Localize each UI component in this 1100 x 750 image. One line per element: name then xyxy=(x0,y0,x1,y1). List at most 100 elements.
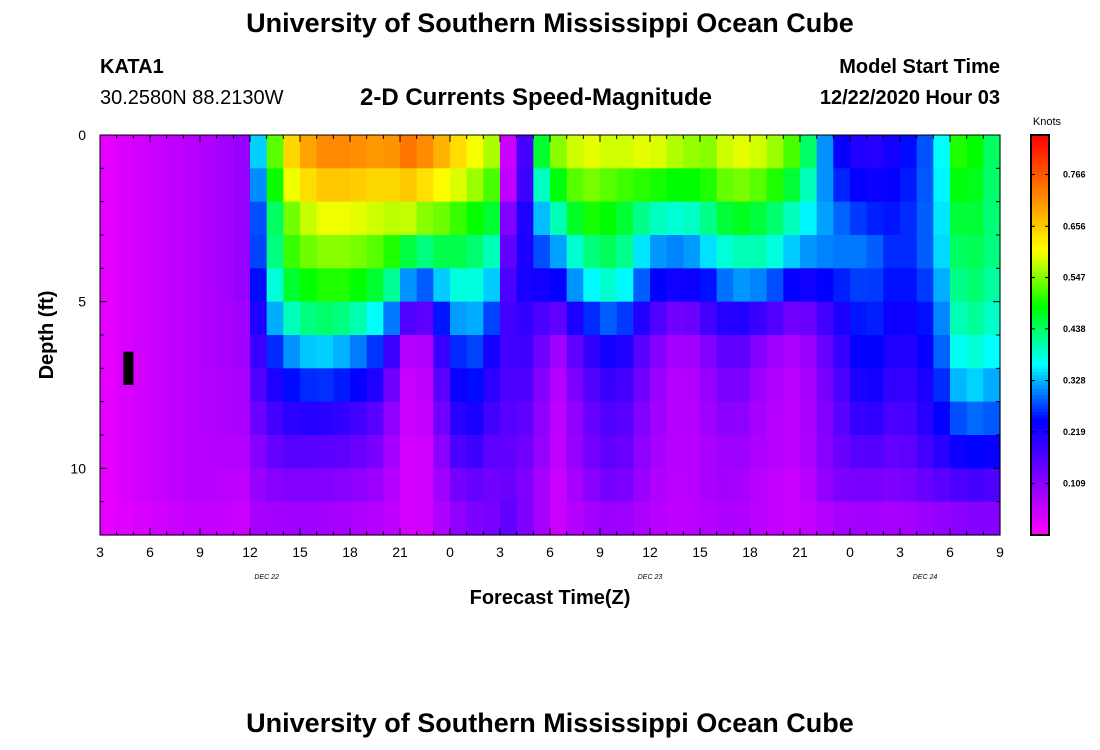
heatmap-cell xyxy=(716,401,734,436)
heatmap-cell xyxy=(416,335,434,369)
heatmap-cell xyxy=(600,335,618,369)
heatmap-cell xyxy=(250,368,268,403)
colorbar-segment xyxy=(1031,201,1049,206)
heatmap-cell xyxy=(166,168,184,203)
heatmap-cell xyxy=(466,201,484,236)
heatmap-cell xyxy=(883,335,901,369)
colorbar-segment xyxy=(1031,461,1049,466)
colorbar-frame xyxy=(1030,134,1050,536)
heatmap-cell xyxy=(250,501,268,536)
heatmap-cell xyxy=(566,368,584,403)
heatmap-cell xyxy=(583,368,601,403)
heatmap-cell xyxy=(116,235,134,269)
colorbar-segment xyxy=(1031,311,1049,316)
heatmap-cell xyxy=(883,268,901,303)
colorbar-segment xyxy=(1031,515,1049,519)
heatmap-cell xyxy=(166,201,184,236)
colorbar-segment xyxy=(1031,398,1049,403)
heatmap-cell xyxy=(600,435,618,469)
heatmap-cell xyxy=(450,135,468,169)
heatmap-cell xyxy=(450,468,468,503)
heatmap-cell xyxy=(233,435,251,469)
heatmap-cell xyxy=(300,235,318,269)
colorbar-segment xyxy=(1031,351,1049,356)
colorbar-segment xyxy=(1031,511,1049,516)
colorbar-segment xyxy=(1031,178,1049,183)
heatmap-cell xyxy=(200,301,218,336)
colorbar-segment xyxy=(1031,411,1049,416)
heatmap-cell xyxy=(283,435,301,469)
heatmap-cell xyxy=(516,401,534,436)
heatmap-cell xyxy=(683,135,701,169)
x-tick-label: 21 xyxy=(792,544,808,560)
heatmap-cell xyxy=(900,301,918,336)
heatmap-cell xyxy=(383,335,401,369)
date-label: DEC 22 xyxy=(254,574,279,581)
heatmap-cell xyxy=(183,201,201,236)
heatmap-cell xyxy=(216,268,234,303)
heatmap-cell xyxy=(700,368,718,403)
heatmap-cell xyxy=(633,401,651,436)
heatmap-cell xyxy=(200,268,218,303)
colorbar-segment xyxy=(1031,405,1049,409)
heatmap-cell xyxy=(533,468,551,503)
heatmap-cell xyxy=(500,435,518,469)
heatmap-cell xyxy=(700,168,718,203)
heatmap-cell xyxy=(916,401,934,436)
heatmap-cell xyxy=(550,201,568,236)
heatmap-cell xyxy=(666,201,684,236)
heatmap-cell xyxy=(816,468,834,503)
heatmap-cell xyxy=(466,435,484,469)
heatmap-cell xyxy=(583,501,601,536)
heatmap-cell xyxy=(133,201,151,236)
heatmap-cell xyxy=(966,235,984,269)
colorbar-segment xyxy=(1031,491,1049,496)
colorbar-segment xyxy=(1031,255,1049,259)
heatmap-cell xyxy=(450,201,468,236)
heatmap-cell xyxy=(933,301,951,336)
heatmap-cell xyxy=(266,235,284,269)
heatmap-cell xyxy=(716,201,734,236)
heatmap-cell xyxy=(716,168,734,203)
heatmap-cell xyxy=(916,501,934,536)
heatmap-cell xyxy=(816,168,834,203)
heatmap-cell xyxy=(150,268,168,303)
heatmap-cell xyxy=(183,135,201,169)
heatmap-cell xyxy=(383,168,401,203)
x-tick-label: 12 xyxy=(242,544,258,560)
heatmap-cell xyxy=(166,468,184,503)
heatmap-cell xyxy=(916,435,934,469)
colorbar-segment xyxy=(1031,501,1049,506)
colorbar-segment xyxy=(1031,348,1049,353)
heatmap-cell xyxy=(533,268,551,303)
heatmap-cell xyxy=(283,468,301,503)
colorbar-segment xyxy=(1031,441,1049,446)
heatmap-cell xyxy=(433,401,451,436)
heatmap-cell xyxy=(316,335,334,369)
heatmap-cell xyxy=(933,368,951,403)
heatmap-cell xyxy=(183,435,201,469)
heatmap-cell xyxy=(983,368,1001,403)
heatmap-cell xyxy=(716,335,734,369)
heatmap-cell xyxy=(583,235,601,269)
y-tick-label: 10 xyxy=(70,460,86,476)
heatmap-cell xyxy=(850,435,868,469)
heatmap-cell xyxy=(466,168,484,203)
heatmap-cell xyxy=(666,168,684,203)
heatmap-cell xyxy=(483,401,501,436)
heatmap-cell xyxy=(450,501,468,536)
heatmap-cell xyxy=(766,368,784,403)
heatmap-cell xyxy=(416,468,434,503)
heatmap-cell xyxy=(633,168,651,203)
heatmap-cell xyxy=(200,468,218,503)
heatmap-cell xyxy=(116,268,134,303)
heatmap-cell xyxy=(700,335,718,369)
model-start-label: Model Start Time xyxy=(839,56,1000,78)
heatmap-cell xyxy=(216,435,234,469)
heatmap-cell xyxy=(683,335,701,369)
heatmap-cell xyxy=(966,335,984,369)
heatmap-cell xyxy=(750,435,768,469)
heatmap-cell xyxy=(383,468,401,503)
heatmap-cell xyxy=(833,268,851,303)
heatmap-cell xyxy=(400,168,418,203)
